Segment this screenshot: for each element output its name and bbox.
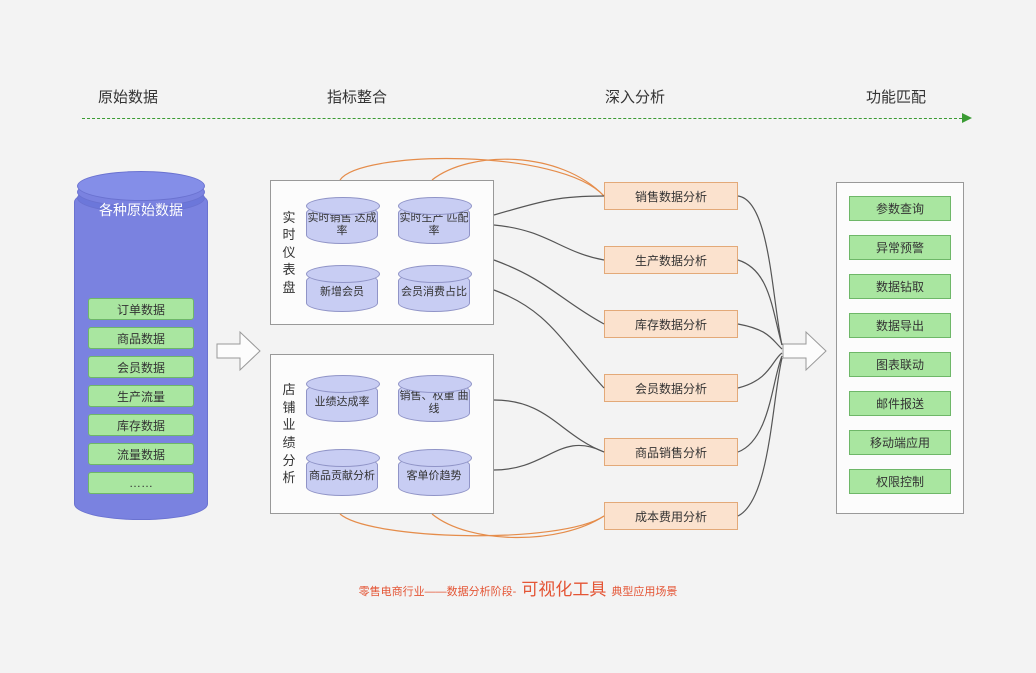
- caption-big: 可视化工具: [519, 580, 608, 599]
- func-4: 图表联动: [849, 352, 951, 377]
- raw-item-1: 商品数据: [88, 327, 194, 349]
- arrow-1: [216, 326, 262, 376]
- metric-st-1: 销售、权重 曲线: [398, 382, 470, 422]
- func-3: 数据导出: [849, 313, 951, 338]
- raw-item-6: ……: [88, 472, 194, 494]
- analysis-3: 会员数据分析: [604, 374, 738, 402]
- raw-item-3: 生产流量: [88, 385, 194, 407]
- caption: 零售电商行业——数据分析阶段- 可视化工具 典型应用场景: [0, 575, 1036, 600]
- raw-item-5: 流量数据: [88, 443, 194, 465]
- raw-cylinder-back: [74, 186, 208, 520]
- stage-analyze: 深入分析: [605, 86, 665, 107]
- metric-rt-0: 实时销售 达成率: [306, 204, 378, 244]
- stage-integrate: 指标整合: [327, 86, 387, 107]
- analysis-1: 生产数据分析: [604, 246, 738, 274]
- metric-rt-1: 实时生产 匹配率: [398, 204, 470, 244]
- raw-item-4: 库存数据: [88, 414, 194, 436]
- timeline-arrow: [82, 118, 962, 119]
- raw-cylinder-rim1: [77, 171, 205, 201]
- func-2: 数据钻取: [849, 274, 951, 299]
- caption-post: 典型应用场景: [608, 586, 677, 598]
- metric-rt-3: 会员消费占比: [398, 272, 470, 312]
- panel-realtime-label: 实时仪表盘: [281, 181, 297, 324]
- caption-pre: 零售电商行业——数据分析阶段-: [359, 586, 520, 598]
- metric-st-2: 商品贡献分析: [306, 456, 378, 496]
- analysis-2: 库存数据分析: [604, 310, 738, 338]
- analysis-4: 商品销售分析: [604, 438, 738, 466]
- metric-st-0: 业绩达成率: [306, 382, 378, 422]
- metric-rt-2: 新增会员: [306, 272, 378, 312]
- stage-match: 功能匹配: [866, 86, 926, 107]
- analysis-0: 销售数据分析: [604, 182, 738, 210]
- metric-st-3: 客单价趋势: [398, 456, 470, 496]
- func-5: 邮件报送: [849, 391, 951, 416]
- raw-item-2: 会员数据: [88, 356, 194, 378]
- stage-raw: 原始数据: [98, 86, 158, 107]
- panel-functions: [836, 182, 964, 514]
- raw-cylinder-title: 各种原始数据: [74, 200, 208, 220]
- arrow-2: [782, 326, 828, 376]
- func-0: 参数查询: [849, 196, 951, 221]
- panel-store-label: 店铺业绩分析: [281, 355, 297, 513]
- func-1: 异常预警: [849, 235, 951, 260]
- analysis-5: 成本费用分析: [604, 502, 738, 530]
- func-6: 移动端应用: [849, 430, 951, 455]
- raw-item-0: 订单数据: [88, 298, 194, 320]
- func-7: 权限控制: [849, 469, 951, 494]
